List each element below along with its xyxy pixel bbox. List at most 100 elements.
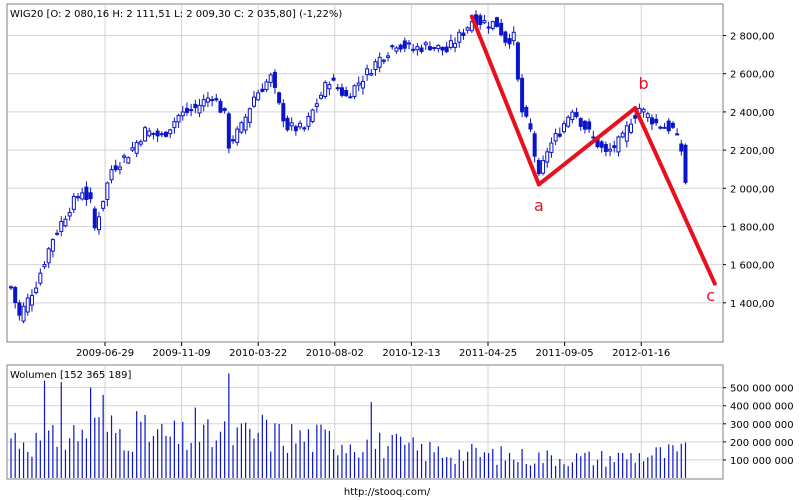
price-candle-body	[143, 127, 148, 142]
price-candle-body	[335, 87, 340, 90]
price-candle-body	[620, 132, 625, 138]
price-candle-body	[448, 40, 453, 48]
price-candle-body	[231, 139, 236, 142]
price-candle-body	[34, 287, 39, 293]
volume-y-tick-label: 400 000 000	[730, 402, 794, 413]
price-candle-body	[176, 114, 181, 123]
price-candle-body	[423, 42, 428, 46]
price-candle-body	[386, 55, 391, 58]
volume-grid	[8, 366, 722, 478]
price-y-tick-label: 1 600,00	[730, 261, 775, 272]
price-x-tick-label: 2010-03-22	[229, 348, 287, 359]
price-candle-body	[84, 186, 89, 200]
price-candle-body	[419, 47, 424, 53]
price-candle-body	[314, 103, 319, 107]
price-candle-body	[461, 32, 466, 37]
price-candle-body	[465, 27, 470, 31]
price-candle-body	[134, 142, 139, 154]
price-candle-body	[38, 272, 43, 284]
price-candle-body	[80, 192, 85, 200]
price-candle-body	[151, 132, 156, 135]
price-candle-body	[243, 116, 248, 131]
price-candle-body	[541, 160, 546, 174]
price-candle-body	[394, 47, 399, 52]
price-x-tick-label: 2011-04-25	[459, 348, 517, 359]
price-candle-body	[582, 120, 587, 130]
price-candle-body	[272, 71, 277, 88]
price-candle-body	[210, 99, 215, 102]
price-candle-body	[344, 89, 349, 97]
price-grid	[8, 5, 722, 341]
price-y-axis: 1 400,00 1 600,00 1 800,00 2 000,00 2 200,00…	[723, 32, 775, 310]
price-candle-body	[536, 160, 541, 175]
price-candle-body	[201, 99, 206, 107]
price-candle-body	[180, 111, 185, 117]
price-y-tick-label: 2 600,00	[730, 70, 775, 81]
price-y-tick-label: 1 400,00	[730, 299, 775, 310]
price-candle-body	[503, 31, 508, 43]
price-panel-frame	[6, 3, 724, 343]
price-candle-body	[323, 82, 328, 98]
price-candle-body	[390, 45, 395, 48]
price-chart-title: WIG20 [O: 2 080,16 H: 2 111,51 L: 2 009,…	[10, 9, 342, 20]
price-candle-body	[369, 73, 374, 76]
price-candle-body	[13, 286, 18, 304]
price-candle-body	[398, 44, 403, 50]
price-candle-body	[205, 97, 210, 103]
price-candle-body	[549, 142, 554, 153]
price-candle-body	[130, 147, 135, 151]
price-candle-body	[327, 84, 332, 90]
price-candle-body	[281, 103, 286, 122]
price-candle-body	[29, 295, 34, 306]
footer-url: http://stooq.com/	[344, 487, 431, 498]
price-candle-body	[260, 88, 265, 92]
wave-lines	[469, 14, 717, 286]
price-candle-body	[599, 141, 604, 148]
price-candle-body	[641, 108, 646, 113]
price-candle-body	[293, 126, 298, 132]
price-candle-body	[247, 108, 252, 123]
price-x-tick-label: 2012-01-16	[612, 348, 670, 359]
price-candle-body	[339, 87, 344, 96]
price-x-tick-label: 2009-11-09	[153, 348, 211, 359]
price-candle-body	[515, 42, 520, 80]
price-candle-body	[662, 126, 667, 129]
price-candle-body	[113, 165, 118, 171]
price-candle-body	[251, 96, 256, 107]
price-candle-body	[670, 122, 675, 128]
price-candle-body	[256, 92, 261, 101]
price-candle-body	[46, 248, 51, 264]
price-candle-body	[55, 232, 60, 235]
price-candle-body	[591, 136, 596, 139]
price-candle-body	[9, 286, 13, 289]
price-candle-body	[172, 121, 177, 129]
price-candle-body	[122, 155, 127, 158]
price-candle-body	[415, 46, 420, 51]
price-candle-body	[666, 120, 671, 132]
price-candle-body	[381, 59, 386, 62]
price-x-tick-label: 2010-12-13	[382, 348, 440, 359]
wave-line	[536, 106, 638, 187]
wave-label-c: c	[706, 286, 715, 305]
price-candle-body	[444, 46, 449, 53]
price-candle-body	[373, 61, 378, 70]
price-candle-body	[658, 126, 663, 129]
price-candle-body	[71, 195, 76, 210]
wave-label-b: b	[639, 74, 649, 93]
price-candle-body	[453, 43, 458, 48]
price-candle-body	[109, 169, 114, 181]
volume-y-tick-label: 200 000 000	[730, 438, 794, 449]
price-candle-body	[331, 77, 336, 81]
price-candle-body	[285, 117, 290, 131]
price-candle-body	[101, 200, 106, 209]
volume-panel-frame	[6, 364, 724, 480]
price-candle-body	[126, 157, 131, 164]
price-y-tick-label: 2 200,00	[730, 146, 775, 157]
price-candle-body	[603, 144, 608, 152]
price-candle-body	[432, 47, 437, 50]
price-candle-body	[629, 123, 634, 133]
price-candle-body	[147, 130, 152, 137]
price-candle-body	[218, 100, 223, 113]
price-candle-body	[427, 46, 432, 51]
